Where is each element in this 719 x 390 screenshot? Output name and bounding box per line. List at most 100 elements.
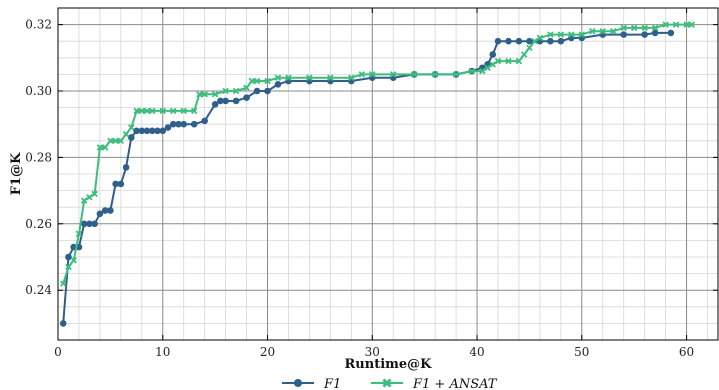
- data-point-f1: [164, 124, 172, 131]
- x-tick-label: 50: [574, 345, 589, 359]
- data-point-f1-ansat: [630, 24, 638, 32]
- data-point-f1-ansat: [620, 24, 627, 32]
- data-point-f1-ansat: [568, 31, 575, 38]
- data-point-f1-ansat: [610, 28, 617, 35]
- data-point-f1: [667, 29, 675, 37]
- legend-marker-f1-ansat: [382, 378, 392, 388]
- data-point-f1: [547, 37, 554, 45]
- data-point-f1-ansat: [557, 31, 565, 38]
- data-point-f1-ansat: [101, 144, 109, 151]
- series-line-f1-ansat: [62, 23, 692, 284]
- data-point-f1: [148, 127, 156, 135]
- data-point-f1-ansat: [515, 57, 523, 65]
- data-point-f1-ansat: [688, 21, 696, 28]
- data-point-f1: [620, 31, 628, 38]
- x-tick-label: 60: [679, 345, 694, 359]
- data-point-f1: [80, 220, 88, 228]
- data-point-f1-ansat: [348, 74, 355, 81]
- data-point-f1: [641, 31, 648, 38]
- data-point-f1-ansat: [133, 107, 140, 115]
- data-point-f1-ansat: [243, 84, 250, 91]
- data-point-f1: [59, 320, 67, 327]
- data-point-f1-ansat: [431, 71, 439, 78]
- data-point-f1: [515, 37, 523, 45]
- data-point-f1-ansat: [662, 21, 669, 28]
- data-point-f1-ansat: [494, 57, 502, 65]
- data-point-f1: [217, 97, 224, 105]
- data-point-f1: [128, 134, 135, 141]
- data-point-f1-ansat: [285, 74, 292, 81]
- series-line-f1: [62, 31, 671, 324]
- data-point-f1-ansat: [143, 107, 151, 115]
- data-point-f1: [175, 120, 182, 128]
- legend: F1 F1 + ANSAT: [282, 377, 498, 390]
- data-point-f1-ansat: [452, 71, 460, 78]
- data-point-f1-ansat: [80, 197, 88, 204]
- plot-area: 0 10 20 30 40 50 60 0.24 0.26 0.28 0.30 0.32: [25, 7, 719, 359]
- data-point-f1-ansat: [60, 280, 67, 287]
- data-point-f1: [169, 120, 177, 128]
- data-point-f1: [159, 127, 167, 135]
- data-point-f1: [65, 253, 72, 261]
- data-point-f1: [232, 97, 240, 105]
- data-point-f1-ansat: [201, 91, 208, 98]
- data-point-f1-ansat: [536, 34, 544, 42]
- data-point-f1: [138, 127, 146, 135]
- data-point-f1-ansat: [253, 77, 261, 85]
- x-tick-label: 0: [54, 345, 62, 359]
- data-point-f1-ansat: [107, 137, 114, 145]
- data-point-f1: [180, 120, 188, 128]
- y-tick-label: 0.30: [25, 84, 52, 98]
- data-point-f1-ansat: [222, 87, 229, 95]
- data-point-f1-ansat: [149, 107, 156, 115]
- data-point-f1-ansat: [196, 91, 203, 98]
- data-point-f1: [505, 37, 512, 45]
- data-point-f1-ansat: [248, 77, 256, 85]
- y-tick-label: 0.26: [25, 217, 52, 231]
- y-axis-label: F1@K: [9, 152, 24, 195]
- data-point-f1: [101, 207, 109, 214]
- data-point-f1-ansat: [589, 28, 596, 35]
- data-point-f1-ansat: [306, 74, 313, 81]
- data-point-f1: [651, 29, 659, 37]
- data-point-f1-ansat: [651, 24, 659, 32]
- data-point-f1-ansat: [128, 124, 135, 131]
- legend-item-f1-ansat: F1 + ANSAT: [371, 377, 498, 390]
- data-point-f1: [243, 94, 250, 101]
- data-point-f1-ansat: [138, 107, 146, 115]
- data-point-f1-ansat: [65, 263, 72, 271]
- legend-marker-f1: [294, 379, 302, 387]
- data-point-f1-ansat: [75, 230, 83, 237]
- data-point-f1: [274, 81, 282, 88]
- data-point-f1-ansat: [232, 87, 240, 95]
- data-point-f1-ansat: [91, 190, 98, 198]
- data-point-f1-ansat: [180, 107, 187, 115]
- data-point-f1-ansat: [211, 91, 219, 98]
- data-point-f1-ansat: [159, 107, 166, 115]
- data-point-f1: [107, 207, 114, 214]
- data-point-f1-ansat: [70, 257, 77, 264]
- data-point-f1: [494, 37, 502, 45]
- legend-label-f1-ansat: F1 + ANSAT: [412, 377, 498, 390]
- data-point-f1: [264, 87, 271, 95]
- legend-label-f1: F1: [323, 377, 341, 390]
- data-point-f1-ansat: [369, 71, 376, 78]
- data-point-f1: [143, 127, 151, 135]
- data-point-f1: [154, 127, 161, 135]
- x-tick-label: 30: [365, 345, 380, 359]
- data-point-f1: [96, 210, 104, 218]
- x-tick-label: 40: [469, 345, 484, 359]
- y-tick-label: 0.28: [25, 150, 52, 164]
- plot-frame: [57, 7, 719, 341]
- data-point-f1: [526, 37, 533, 45]
- data-point-f1-ansat: [520, 51, 528, 58]
- data-point-f1: [557, 37, 565, 45]
- x-tick-label: 10: [155, 345, 170, 359]
- data-point-f1-ansat: [190, 107, 198, 115]
- data-point-f1-ansat: [505, 57, 512, 65]
- data-point-f1: [253, 87, 261, 95]
- legend-item-f1: F1: [282, 377, 341, 390]
- data-point-f1-ansat: [358, 71, 366, 78]
- data-point-f1-ansat: [547, 31, 554, 38]
